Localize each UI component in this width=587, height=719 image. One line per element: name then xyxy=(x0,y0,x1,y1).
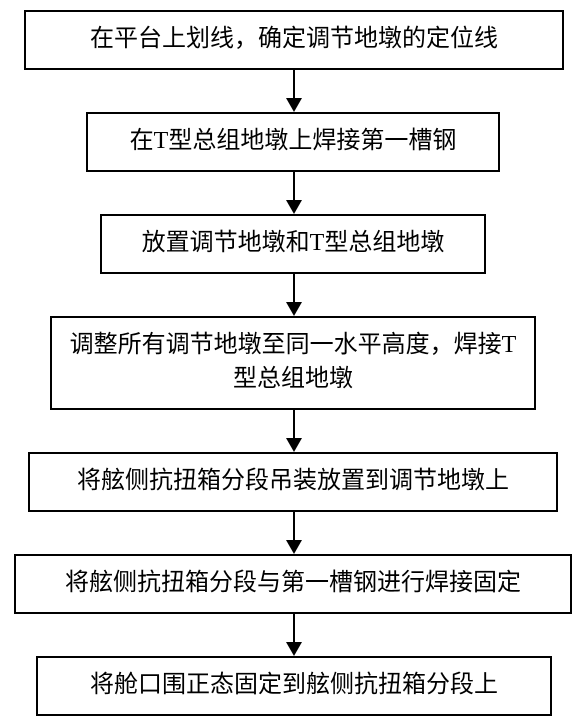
flow-arrow-5-6 xyxy=(284,512,304,554)
flow-node-1-label: 在平台上划线，确定调节地墩的定位线 xyxy=(90,23,498,57)
flow-arrow-2-3 xyxy=(284,172,304,214)
flow-node-3-label: 放置调节地墩和T型总组地墩 xyxy=(142,227,445,261)
flow-arrow-1-2 xyxy=(284,70,304,112)
flow-node-3: 放置调节地墩和T型总组地墩 xyxy=(100,214,486,274)
flowchart-container: 在平台上划线，确定调节地墩的定位线 在T型总组地墩上焊接第一槽钢 放置调节地墩和… xyxy=(0,0,587,719)
flow-node-1: 在平台上划线，确定调节地墩的定位线 xyxy=(24,10,564,70)
flow-arrow-6-7 xyxy=(284,614,304,656)
flow-arrow-3-4 xyxy=(284,274,304,316)
flow-node-5: 将舷侧抗扭箱分段吊装放置到调节地墩上 xyxy=(28,452,558,512)
flow-node-5-label: 将舷侧抗扭箱分段吊装放置到调节地墩上 xyxy=(77,465,509,499)
flow-node-4: 调整所有调节地墩至同一水平高度，焊接T型总组地墩 xyxy=(50,316,536,410)
flow-node-2: 在T型总组地墩上焊接第一槽钢 xyxy=(86,112,500,172)
flow-node-2-label: 在T型总组地墩上焊接第一槽钢 xyxy=(130,125,457,159)
flow-node-6: 将舷侧抗扭箱分段与第一槽钢进行焊接固定 xyxy=(14,554,572,614)
flow-node-7: 将舱口围正态固定到舷侧抗扭箱分段上 xyxy=(36,656,552,716)
flow-arrow-4-5 xyxy=(284,410,304,452)
flow-node-4-label: 调整所有调节地墩至同一水平高度，焊接T型总组地墩 xyxy=(64,329,522,396)
flow-node-7-label: 将舱口围正态固定到舷侧抗扭箱分段上 xyxy=(90,669,498,703)
flow-node-6-label: 将舷侧抗扭箱分段与第一槽钢进行焊接固定 xyxy=(65,567,521,601)
